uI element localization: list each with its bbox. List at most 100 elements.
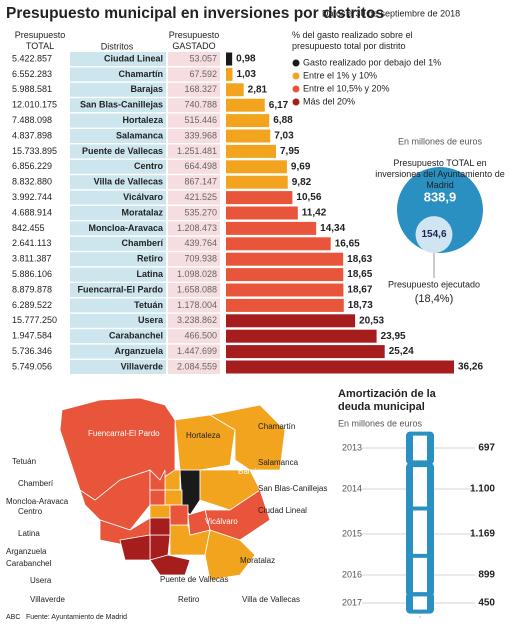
map-label: Fuencarral-El Pardo	[88, 429, 160, 438]
spent-cell-bg	[168, 329, 220, 344]
bar	[226, 144, 276, 158]
total-cell: 3.811.387	[12, 254, 51, 264]
district-cell-bg	[70, 159, 166, 174]
district-cell-bg	[70, 252, 166, 267]
district-cell-bg	[70, 298, 166, 313]
spent-cell: 1.251.481	[177, 146, 217, 156]
district-cell-bg	[70, 190, 166, 205]
district-cell-bg	[70, 360, 166, 374]
bar	[226, 206, 298, 220]
icon-detail	[413, 557, 427, 593]
bar	[226, 268, 344, 282]
district-cell-bg	[70, 283, 166, 297]
spent-cell-bg	[168, 298, 220, 313]
map-label: Ciudad Lineal	[258, 506, 307, 515]
district-cell-bg	[70, 52, 166, 66]
map-label: Barajas	[238, 467, 265, 476]
district-label: San Blas-Canillejas	[80, 100, 163, 110]
district-cell-bg	[70, 144, 166, 159]
district-area	[149, 469, 166, 491]
year-label: 2015	[342, 528, 362, 538]
map-label: Moratalaz	[240, 556, 275, 565]
value-label: 0,98	[236, 54, 256, 65]
pictogram-value: 1.169	[470, 529, 495, 540]
legend-title: % del gasto realizado sobre el presupues…	[292, 30, 413, 51]
total-cell: 3.992.744	[12, 192, 52, 202]
bar	[226, 345, 385, 359]
district-area	[208, 404, 286, 471]
spent-cell: 867.147	[184, 177, 217, 187]
spent-cell-bg	[168, 267, 220, 282]
total-cell: 8.879.878	[12, 284, 52, 294]
spent-cell-bg	[168, 221, 220, 236]
spent-cell: 53.057	[189, 53, 217, 63]
caption: En millones de euros	[398, 136, 483, 146]
spent-cell: 168.327	[184, 84, 217, 94]
spent-cell-bg	[168, 129, 220, 143]
district-cell-bg	[70, 236, 166, 251]
legend-swatch	[292, 85, 300, 93]
district-area	[149, 504, 171, 519]
map-label: Latina	[18, 529, 40, 538]
map-label: Hortaleza	[186, 431, 221, 440]
spent-cell-bg	[168, 82, 220, 97]
value-label: 7,03	[274, 131, 294, 142]
total-cell: 5.422.857	[12, 53, 52, 63]
bar	[226, 52, 233, 66]
note: Presupuesto ejecutado	[388, 279, 480, 289]
district-cell-bg	[70, 113, 166, 128]
spent-cell: 421.525	[184, 192, 217, 202]
legend-swatch	[292, 98, 300, 106]
value-label: 2,81	[248, 84, 268, 95]
total-cell: 6.289.522	[12, 300, 52, 310]
map-label: Usera	[30, 576, 52, 585]
map-label: Villaverde	[30, 595, 66, 604]
pictogram-value: 697	[478, 443, 495, 454]
title: Presupuesto municipal en inversiones por…	[6, 5, 384, 22]
spent-cell: 466.500	[184, 331, 217, 341]
district-label: Barajas	[130, 84, 163, 94]
total-cell: 5.886.106	[12, 269, 52, 279]
district-label: Vicálvaro	[123, 192, 163, 202]
map-label: Retiro	[178, 595, 200, 604]
bar	[226, 129, 271, 143]
bar	[226, 67, 233, 81]
spent-cell-bg	[168, 283, 220, 297]
value-label: 18,67	[347, 285, 372, 296]
district-label: Fuencarral-El Pardo	[77, 284, 163, 294]
map-label: Salamanca	[258, 458, 299, 467]
value-label: 16,65	[335, 238, 360, 249]
bar	[226, 221, 317, 235]
spent-cell-bg	[168, 344, 220, 359]
spent-cell-bg	[168, 175, 220, 190]
district-cell-bg	[70, 329, 166, 344]
total-cell: 7.488.098	[12, 115, 52, 125]
district-area	[169, 504, 189, 526]
pictogram-subtitle: En millones de euros	[338, 418, 423, 428]
pictogram-value: 450	[478, 598, 495, 609]
bar	[226, 298, 344, 312]
spent-cell-bg	[168, 52, 220, 66]
value-label: 1,03	[236, 69, 256, 80]
district-label: Usera	[138, 315, 164, 325]
spent-cell: 1.178.004	[177, 300, 217, 310]
bubble-value: 838,9	[424, 189, 457, 204]
total-cell: 15.733.895	[12, 146, 57, 156]
bar	[226, 314, 356, 328]
total-cell: 6.856.229	[12, 161, 52, 171]
map-label: Chamberí	[18, 479, 54, 488]
spent-cell: 515.446	[184, 115, 217, 125]
total-cell: 4.688.914	[12, 207, 52, 217]
spent-cell: 67.592	[189, 69, 217, 79]
header-district: Distritos	[101, 41, 134, 51]
map-label: Arganzuela	[6, 547, 47, 556]
district-cell-bg	[70, 98, 166, 113]
district-label: Carabanchel	[109, 331, 163, 341]
header-spent: Presupuesto GASTADO	[168, 30, 220, 51]
spent-cell: 1.098.028	[177, 269, 217, 279]
district-cell-bg	[70, 344, 166, 359]
bar	[226, 252, 344, 266]
pictogram-title: Amortización de la deuda municipal	[338, 388, 436, 413]
